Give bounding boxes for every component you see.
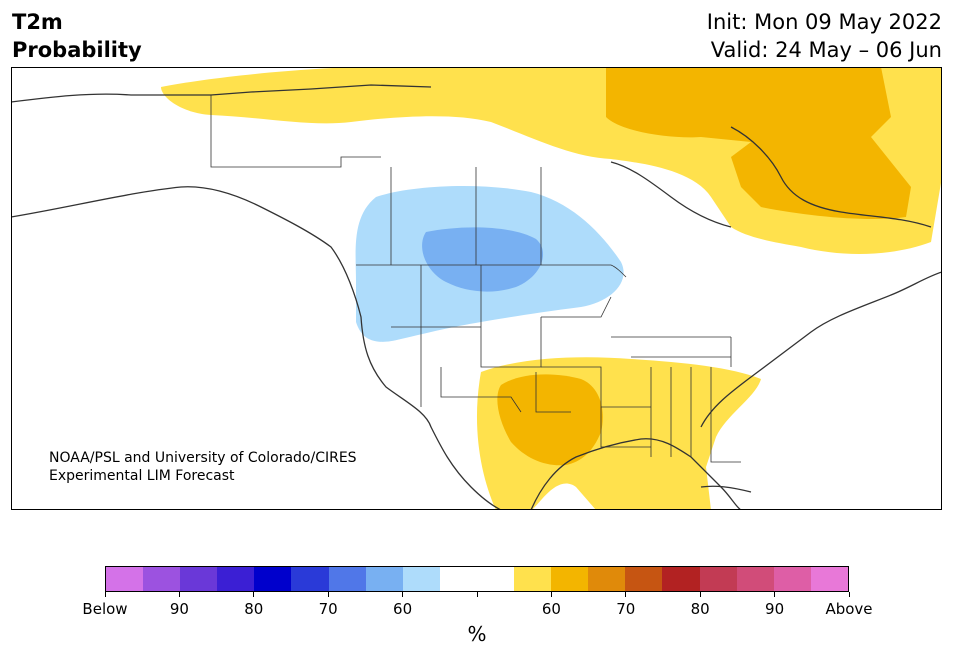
colorbar-tick bbox=[402, 592, 404, 597]
colorbar-tick-label: 90 bbox=[765, 600, 785, 618]
colorbar-tick-label: Above bbox=[825, 600, 873, 618]
forecast-map bbox=[11, 67, 942, 510]
colorbar-tick bbox=[550, 592, 552, 597]
colorbar-segment bbox=[625, 567, 663, 591]
colorbar-tick bbox=[327, 592, 329, 597]
colorbar-tick bbox=[253, 592, 255, 597]
colorbar-tick-label: 60 bbox=[393, 600, 413, 618]
colorbar-tick bbox=[178, 592, 180, 597]
colorbar-tick bbox=[104, 592, 106, 597]
probability-colorbar bbox=[105, 566, 849, 592]
colorbar-tick-label: 70 bbox=[318, 600, 338, 618]
colorbar-tick bbox=[848, 592, 850, 597]
colorbar-segment bbox=[476, 567, 515, 591]
colorbar-tick bbox=[476, 592, 478, 597]
product-title: Probability bbox=[12, 38, 142, 62]
colorbar-segment bbox=[365, 567, 403, 591]
colorbar-tick-label: 80 bbox=[244, 600, 264, 618]
colorbar-tick-label: Below bbox=[82, 600, 128, 618]
title-block: T2m Probability bbox=[12, 8, 142, 64]
credit-line-1: NOAA/PSL and University of Colorado/CIRE… bbox=[49, 450, 357, 466]
credit-line-2: Experimental LIM Forecast bbox=[49, 468, 235, 484]
colorbar-segment bbox=[588, 567, 626, 591]
colorbar-segment bbox=[180, 567, 218, 591]
above-normal-70-east-canada bbox=[606, 67, 911, 219]
valid-date: Valid: 24 May – 06 Jun bbox=[710, 38, 942, 62]
above-normal-70-south bbox=[497, 374, 603, 466]
credit-text: NOAA/PSL and University of Colorado/CIRE… bbox=[49, 449, 357, 485]
colorbar-segment bbox=[736, 567, 774, 591]
map-frame bbox=[11, 67, 942, 510]
below-normal-70 bbox=[422, 227, 544, 292]
init-date: Init: Mon 09 May 2022 bbox=[706, 10, 942, 34]
colorbar-tick-label: 70 bbox=[616, 600, 636, 618]
coastlines bbox=[11, 84, 942, 510]
colorbar-tick bbox=[774, 592, 776, 597]
variable-title: T2m bbox=[12, 10, 63, 34]
colorbar-segment bbox=[328, 567, 366, 591]
colorbar-tick-label: 80 bbox=[690, 600, 710, 618]
colorbar-segment bbox=[662, 567, 700, 591]
colorbar-segment bbox=[699, 567, 737, 591]
colorbar-segment bbox=[291, 567, 329, 591]
colorbar-segment bbox=[217, 567, 255, 591]
colorbar-segment bbox=[551, 567, 589, 591]
colorbar-segment bbox=[106, 567, 144, 591]
colorbar-segment bbox=[773, 567, 811, 591]
colorbar-segment bbox=[254, 567, 292, 591]
colorbar-tick-label: 90 bbox=[169, 600, 189, 618]
date-block: Init: Mon 09 May 2022 Valid: 24 May – 06… bbox=[707, 8, 942, 64]
colorbar-segment bbox=[514, 567, 552, 591]
colorbar-segment bbox=[810, 567, 848, 591]
colorbar-tick bbox=[699, 592, 701, 597]
map-canvas bbox=[11, 67, 942, 510]
political-borders bbox=[210, 95, 741, 463]
colorbar-tick bbox=[625, 592, 627, 597]
colorbar-unit: % bbox=[467, 622, 487, 646]
colorbar-segment bbox=[439, 567, 477, 591]
colorbar-tick-label: 60 bbox=[541, 600, 561, 618]
colorbar-segment bbox=[402, 567, 440, 591]
colorbar-segment bbox=[143, 567, 181, 591]
